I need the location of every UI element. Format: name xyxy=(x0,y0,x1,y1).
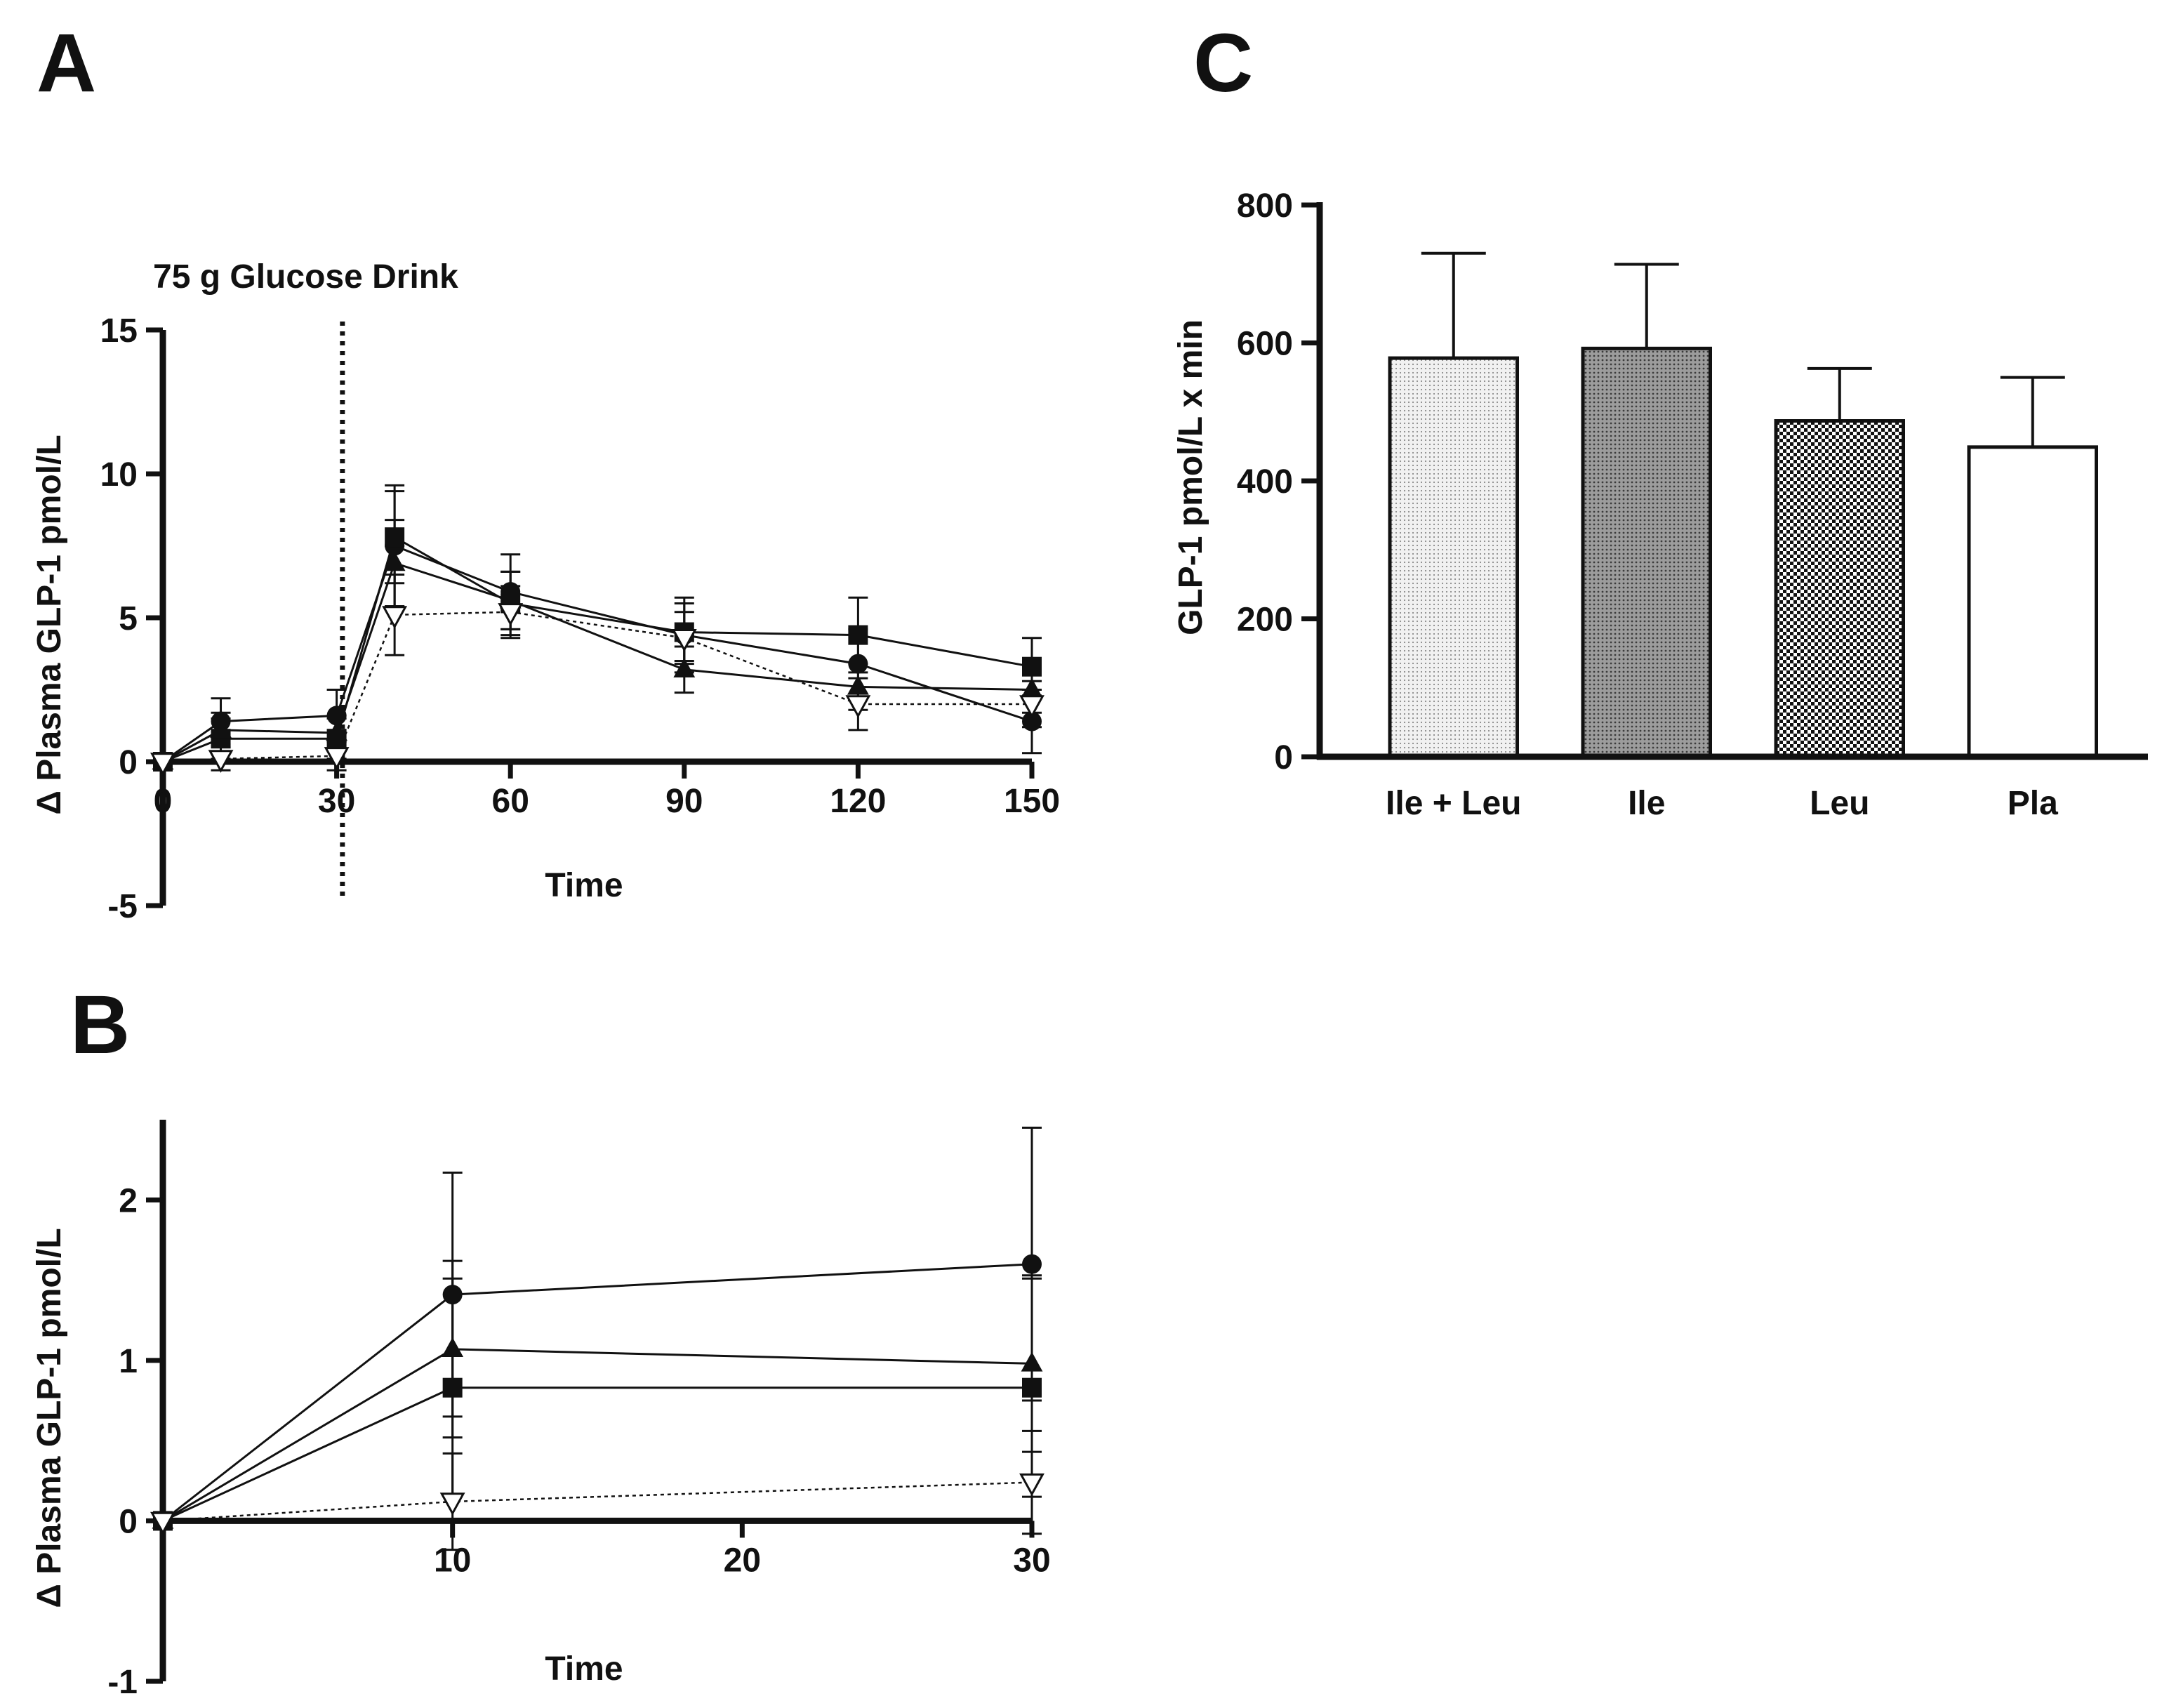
panel-a-point-circle xyxy=(848,654,868,674)
panel-c: C GLP-1 pmol/L x min 0 200 400 600 800 Ile + … xyxy=(1172,17,2148,822)
panel-a-y-axis-title: Δ Plasma GLP-1 pmol/L xyxy=(31,435,68,814)
panel-b-y-axis-title: Δ Plasma GLP-1 pmol/L xyxy=(31,1228,68,1608)
panel-b-point-square xyxy=(442,1377,463,1398)
panel-a-point-triangle xyxy=(673,658,696,677)
panel-a-point-open-triangle xyxy=(324,747,350,770)
panel-b-y-tick-label: -1 xyxy=(107,1664,138,1701)
panel-c-bar-leu xyxy=(1774,419,1905,759)
panel-a-y-tick-label: -5 xyxy=(107,888,138,925)
panel-a-point-open-triangle xyxy=(150,753,175,776)
panel-b-x-tick-label: 20 xyxy=(724,1542,761,1579)
panel-b-point-open-triangle xyxy=(150,1511,175,1535)
panel-b-series-line-circle xyxy=(162,1263,1033,1522)
panel-b-point-triangle xyxy=(442,1337,464,1358)
panel-a-x-tick-label: 120 xyxy=(830,783,886,820)
panel-c-bar-ile-leu xyxy=(1388,356,1519,759)
panel-a-point-open-triangle xyxy=(208,750,234,773)
panel-c-category-label: Ile xyxy=(1628,785,1665,822)
panel-a-point-square xyxy=(848,625,868,645)
panel-a-x-tick-label: 150 xyxy=(1004,783,1060,820)
panel-a-y-tick-label: 0 xyxy=(119,744,138,781)
panel-c-y-tick-label: 600 xyxy=(1237,326,1293,363)
panel-b-y-tick-label: 1 xyxy=(119,1343,138,1380)
panel-a-point-triangle xyxy=(1021,677,1043,698)
panel-a: A 75 g Glucose Drink Time Δ Plasma GLP-1… xyxy=(31,17,1060,925)
panel-b-point-open-triangle xyxy=(1019,1473,1044,1497)
panel-a-y-tick-label: 15 xyxy=(100,312,138,350)
panel-b-series-line-triangle xyxy=(162,1348,1033,1522)
panel-c-category-label: Leu xyxy=(1810,785,1869,822)
panel-b-point-triangle xyxy=(1021,1351,1043,1372)
panel-c-category-label: Pla xyxy=(2008,785,2058,822)
panel-b-series-line-square xyxy=(162,1386,1032,1522)
panel-b-point-open-triangle xyxy=(439,1492,465,1516)
panel-letter-c: C xyxy=(1193,17,1253,110)
panel-a-series-line-circle xyxy=(162,544,1033,763)
panel-c-bar-pla xyxy=(1967,445,2098,759)
panel-b-series-line-open-triangle xyxy=(162,1481,1033,1522)
panel-a-point-open-triangle xyxy=(671,629,697,652)
panel-c-plot: 0 200 400 600 800 Ile + Leu Ile Leu Pla xyxy=(1237,187,2148,822)
panel-a-point-square xyxy=(385,527,405,548)
panel-b-y-tick-label: 0 xyxy=(119,1503,138,1540)
panel-a-series-line-square xyxy=(162,535,1033,763)
panel-a-series-line-triangle xyxy=(162,562,1033,763)
panel-a-point-open-triangle xyxy=(845,695,871,718)
panel-a-x-tick-label: 30 xyxy=(318,783,355,820)
panel-a-x-tick-label: 90 xyxy=(665,783,703,820)
panel-a-point-triangle xyxy=(847,675,869,695)
panel-b-point-square xyxy=(1022,1377,1042,1398)
panel-a-point-open-triangle xyxy=(498,603,524,626)
panel-b-x-axis-title: Time xyxy=(545,1650,623,1688)
panel-a-x-tick-label: 0 xyxy=(154,783,173,820)
panel-b-point-circle xyxy=(1022,1254,1042,1274)
panel-a-series-line-open-triangle xyxy=(162,611,1032,763)
panel-a-point-square xyxy=(1022,656,1042,677)
panel-b-y-tick-label: 2 xyxy=(119,1182,138,1219)
panel-a-point-circle xyxy=(1022,711,1042,731)
panel-letter-b: B xyxy=(70,979,130,1071)
panel-a-y-tick-label: 10 xyxy=(100,456,138,494)
panel-c-y-tick-label: 0 xyxy=(1274,739,1293,776)
panel-c-y-tick-label: 800 xyxy=(1237,187,1293,225)
panel-a-point-triangle xyxy=(210,718,232,739)
glucose-drink-annotation: 75 g Glucose Drink xyxy=(153,258,458,296)
panel-c-bar-ile xyxy=(1581,346,1712,759)
panel-a-x-axis-title: Time xyxy=(545,867,623,904)
panel-c-y-tick-label: 400 xyxy=(1237,463,1293,501)
panel-b-x-tick-label: 30 xyxy=(1013,1542,1050,1579)
panel-c-category-label: Ile + Leu xyxy=(1386,785,1521,822)
panel-c-y-tick-label: 200 xyxy=(1237,602,1293,639)
panel-b-point-circle xyxy=(442,1285,463,1305)
panel-a-point-open-triangle xyxy=(1019,695,1044,718)
panel-c-y-axis-title: GLP-1 pmol/L x min xyxy=(1172,319,1209,635)
panel-a-point-circle xyxy=(326,706,347,726)
panel-a-point-triangle xyxy=(383,551,406,571)
panel-a-y-tick-label: 5 xyxy=(119,600,138,637)
panel-a-point-open-triangle xyxy=(382,606,408,629)
panel-a-x-tick-label: 60 xyxy=(492,783,529,820)
panel-a-point-triangle xyxy=(326,721,347,741)
panel-letter-a: A xyxy=(37,17,96,110)
